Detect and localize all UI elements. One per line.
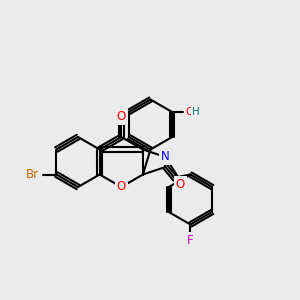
Text: OH: OH xyxy=(186,107,202,117)
Text: O: O xyxy=(176,178,185,190)
Text: Br: Br xyxy=(26,168,39,181)
Text: N: N xyxy=(161,151,170,164)
Text: O: O xyxy=(117,181,126,194)
Text: H: H xyxy=(192,107,200,117)
Text: O: O xyxy=(117,110,126,124)
Text: F: F xyxy=(187,234,194,247)
Text: O: O xyxy=(185,107,194,117)
